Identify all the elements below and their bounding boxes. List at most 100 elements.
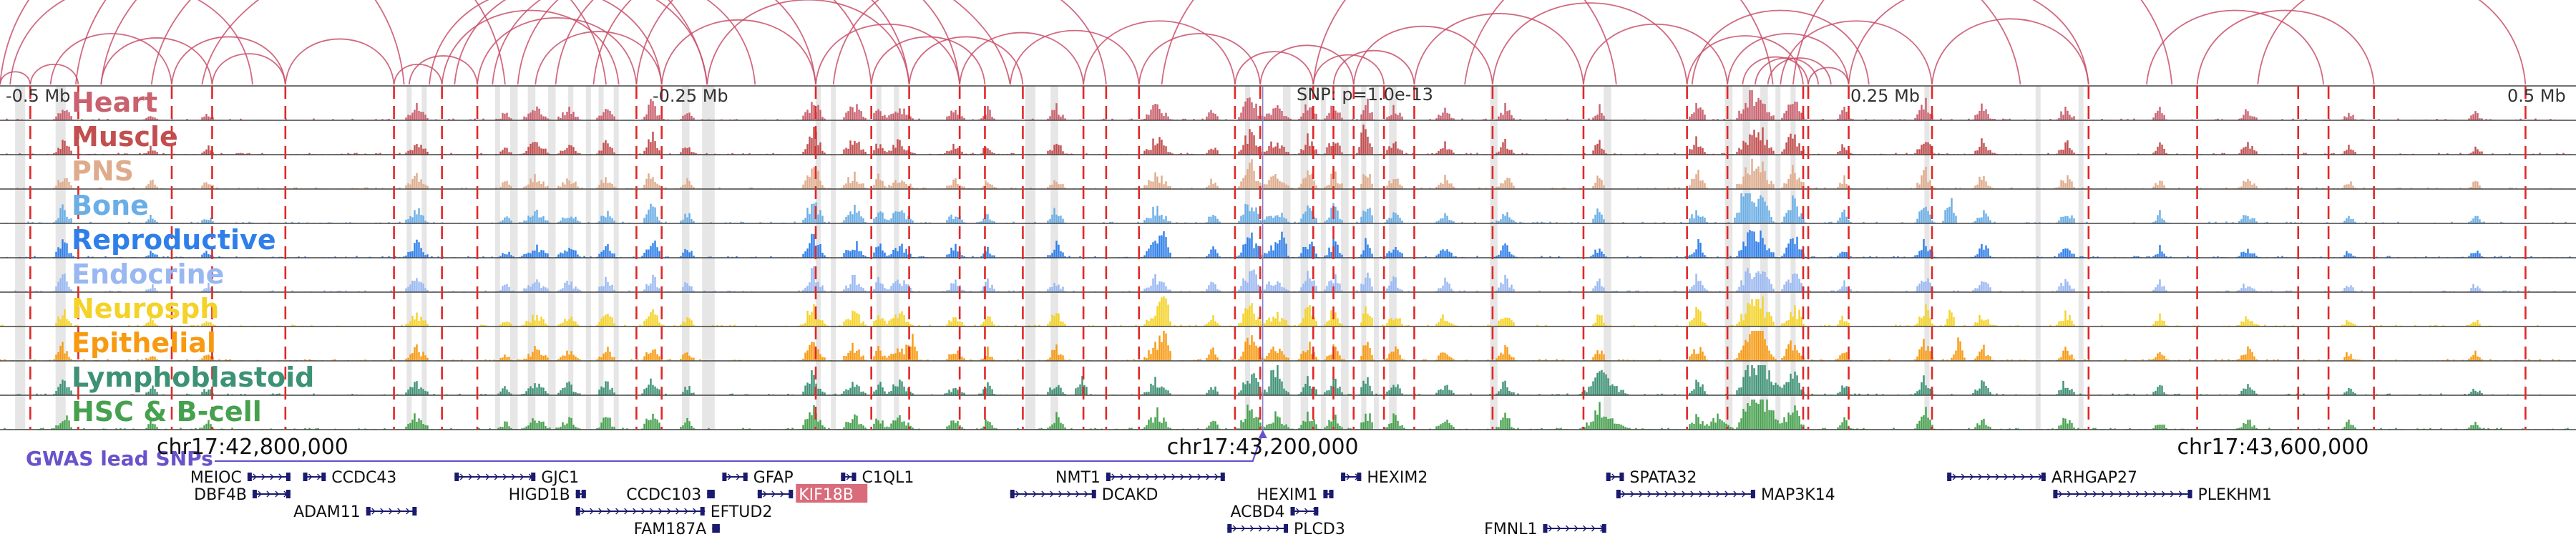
gene-strand-arrow bbox=[2092, 490, 2097, 498]
gene-strand-arrow bbox=[1075, 490, 1080, 498]
loop-arc-12 bbox=[408, 55, 478, 85]
gene-exon bbox=[321, 473, 326, 481]
element-marker-lines bbox=[29, 86, 2527, 430]
loop-arc-0 bbox=[0, 71, 31, 85]
gene-strand-arrow bbox=[1241, 525, 1246, 532]
gene-strand-arrow bbox=[468, 473, 473, 480]
gene-exon bbox=[1341, 473, 1346, 481]
gene-strand-arrow bbox=[1733, 490, 1737, 498]
gene-exon bbox=[1606, 473, 1611, 481]
loop-arc-34 bbox=[1259, 44, 1355, 85]
loop-arc-21 bbox=[592, 0, 910, 85]
gene-strand-arrow bbox=[780, 490, 784, 498]
snp-pvalue-label: SNP: p=1.0e-13 bbox=[1297, 84, 1433, 105]
gene-exon bbox=[841, 473, 846, 481]
gene-strand-arrow bbox=[2012, 473, 2017, 480]
gene-strand-arrow bbox=[2021, 473, 2026, 480]
loop-arc-54 bbox=[1792, 0, 2173, 85]
gene-label: GFAP bbox=[753, 469, 794, 487]
loop-arc-38 bbox=[1413, 13, 1584, 85]
gene-strand-arrow bbox=[1548, 525, 1553, 532]
gene-strand-arrow bbox=[1296, 508, 1300, 515]
gene-exon bbox=[1947, 473, 1952, 481]
gene-strand-arrow bbox=[1067, 490, 1071, 498]
gene-exon bbox=[2053, 490, 2058, 498]
gene-exon bbox=[1106, 473, 1111, 481]
gene-label: MEIOC bbox=[190, 469, 242, 487]
loop-arc-53 bbox=[2257, 0, 2527, 85]
loop-arc-44 bbox=[1755, 57, 1820, 85]
gene-strand-arrow bbox=[1050, 490, 1054, 498]
gene-eftud2: EFTUD2 bbox=[575, 503, 773, 521]
gene-strand-arrow bbox=[736, 473, 741, 480]
gene-label: HEXIM2 bbox=[1367, 469, 1428, 487]
gene-strand-arrow bbox=[2109, 490, 2114, 498]
gene-exon bbox=[1616, 490, 1621, 498]
loop-arc-26 bbox=[870, 36, 986, 85]
loop-arc-2 bbox=[9, 0, 253, 85]
gene-label: EFTUD2 bbox=[711, 503, 773, 521]
loop-arc-36 bbox=[1332, 49, 1415, 85]
gene-strand-arrow bbox=[615, 508, 620, 515]
gene-exon bbox=[366, 507, 371, 516]
gene-exon bbox=[700, 507, 705, 516]
gene-exon bbox=[712, 524, 717, 533]
loop-arc-43 bbox=[1742, 56, 1809, 85]
gene-strand-arrow bbox=[371, 508, 376, 515]
gene-highlight-box bbox=[796, 484, 868, 503]
gene-exon bbox=[454, 473, 459, 481]
gene-strand-arrow bbox=[253, 473, 257, 480]
gene-exon bbox=[412, 507, 417, 516]
gene-dbf4b: DBF4B bbox=[194, 486, 291, 504]
gene-exon bbox=[757, 490, 762, 498]
gene-strand-arrow bbox=[2101, 490, 2106, 498]
loop-arc-32 bbox=[1138, 33, 1262, 85]
gene-label: ACBD4 bbox=[1230, 503, 1284, 521]
gene-strand-arrow bbox=[1565, 525, 1570, 532]
axis-label-plus-0-5mb: 0.5 Mb bbox=[2507, 86, 2566, 106]
gene-strand-arrow bbox=[308, 473, 313, 480]
gene-fam187a: FAM187A bbox=[634, 521, 720, 537]
gwas-track-label: GWAS lead SNPs bbox=[26, 447, 213, 470]
loop-arc-30 bbox=[1009, 29, 1140, 85]
loop-arc-23 bbox=[660, 19, 816, 85]
gene-strand-arrow bbox=[590, 508, 594, 515]
gene-strand-arrow bbox=[658, 508, 663, 515]
gene-strand-arrow bbox=[270, 473, 274, 480]
loop-arc-37 bbox=[1352, 25, 1493, 85]
bottom-axis-label: chr17:43,600,000 bbox=[2177, 435, 2369, 460]
gene-strand-arrow bbox=[1275, 525, 1280, 532]
track-labels: HeartMusclePNSBoneReproductiveEndocrineN… bbox=[72, 87, 314, 427]
gene-label: NMT1 bbox=[1055, 469, 1101, 487]
loop-arc-52 bbox=[2196, 9, 2375, 85]
gene-strand-arrow bbox=[2058, 490, 2063, 498]
gene-strand-arrow bbox=[1033, 490, 1037, 498]
gene-exon bbox=[252, 490, 257, 498]
gene-strand-arrow bbox=[477, 473, 482, 480]
gene-strand-arrow bbox=[846, 473, 851, 480]
gene-strand-arrow bbox=[1978, 473, 1983, 480]
gene-strand-arrow bbox=[1267, 525, 1272, 532]
loop-arc-29 bbox=[832, 0, 1107, 85]
gene-strand-arrow bbox=[2144, 490, 2149, 498]
loop-arc-55 bbox=[1161, 0, 1617, 85]
gene-label: ARHGAP27 bbox=[2051, 469, 2137, 487]
gene-label: PLCD3 bbox=[1294, 521, 1345, 537]
loop-arc-20 bbox=[555, 0, 872, 85]
gene-strand-arrow bbox=[2178, 490, 2183, 498]
gene-strand-arrow bbox=[1682, 490, 1686, 498]
loop-arc-27 bbox=[908, 36, 1024, 85]
gene-strand-arrow bbox=[624, 508, 628, 515]
gene-strand-arrow bbox=[1969, 473, 1974, 480]
gene-strand-arrow bbox=[1128, 473, 1133, 480]
gene-kif18b: KIF18B bbox=[757, 484, 868, 504]
gene-strand-arrow bbox=[1995, 473, 2000, 480]
loop-arc-31 bbox=[1083, 20, 1236, 85]
loop-arc-49 bbox=[1848, 0, 2089, 85]
gene-strand-arrow bbox=[502, 473, 507, 480]
gene-strand-arrow bbox=[2127, 490, 2132, 498]
gene-strand-arrow bbox=[380, 508, 384, 515]
gene-label: HIGD1B bbox=[509, 486, 570, 504]
